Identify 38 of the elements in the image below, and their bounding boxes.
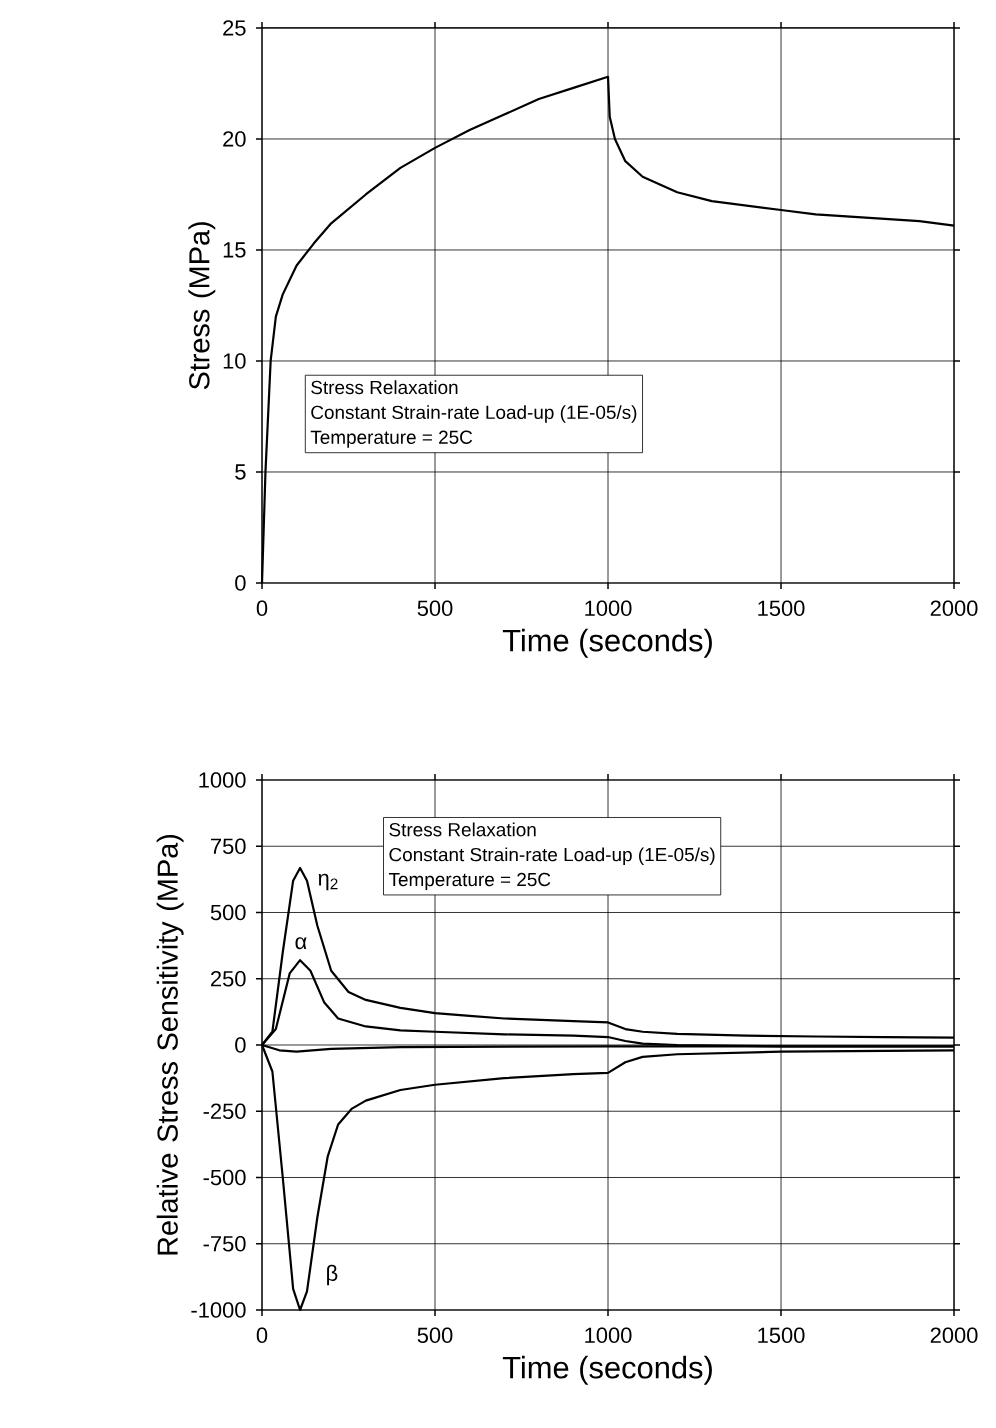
annotation: Stress Relaxation (389, 822, 536, 837)
y-tick-label: 5 (235, 464, 246, 480)
y-axis-title: Relative Stress Sensitivity (MPa) (156, 834, 184, 1255)
y-tick-label: 25 (223, 20, 246, 36)
y-tick-label: 1000 (199, 772, 246, 788)
y-tick-label: 10 (223, 353, 246, 369)
y-tick-label: 250 (211, 970, 246, 987)
series-label: β (327, 1264, 338, 1286)
x-axis-title: Time (seconds) (502, 1355, 712, 1385)
y-tick-label: 500 (210, 904, 246, 921)
x-tick-label: 1500 (758, 1327, 805, 1344)
x-tick-label: 0 (256, 600, 268, 617)
annotation: Constant Strain-rate Load-up (1E-05/s) (311, 405, 637, 423)
y-tick-label: -750 (203, 1235, 246, 1252)
y-tick-label: 15 (223, 242, 246, 258)
x-tick-label: 2000 (930, 600, 978, 617)
y-tick-label: 0 (235, 575, 246, 591)
x-axis-title: Time (seconds) (502, 628, 712, 658)
annotation: Temperature = 25C (310, 430, 473, 448)
x-tick-label: 500 (417, 600, 453, 617)
series-label: η$_{2}$ (318, 873, 338, 891)
x-tick-label: 500 (417, 1327, 453, 1344)
x-tick-label: 0 (256, 1327, 268, 1344)
x-tick-label: 2000 (930, 1327, 978, 1344)
y-tick-label: -500 (203, 1169, 246, 1186)
annotation: Stress Relaxation (311, 380, 458, 395)
y-axis-title: Stress (MPa) (188, 222, 216, 390)
annotation: Temperature = 25C (388, 872, 551, 890)
y-tick-label: 0 (235, 1037, 246, 1053)
series-label: α (295, 937, 307, 950)
y-tick-label: -250 (203, 1103, 246, 1119)
x-tick-label: 1500 (758, 600, 805, 617)
x-tick-label: 1000 (585, 1327, 632, 1344)
annotation: Constant Strain-rate Load-up (1E-05/s) (389, 847, 715, 866)
y-tick-label: -1000 (191, 1302, 246, 1318)
y-tick-label: 750 (211, 838, 246, 854)
x-tick-label: 1000 (585, 600, 632, 617)
y-tick-label: 20 (223, 131, 246, 147)
